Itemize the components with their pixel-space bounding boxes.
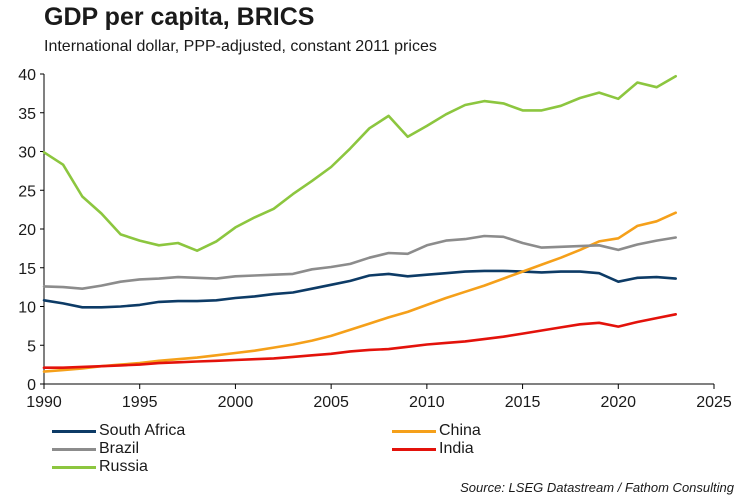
legend-label: Russia [99, 458, 148, 475]
legend-label: India [439, 440, 474, 457]
y-tick-label: 5 [27, 338, 36, 355]
series-line-south-africa [42, 269, 678, 309]
series-line-china [42, 211, 678, 373]
source-note: Source: LSEG Datastream / Fathom Consult… [460, 480, 734, 495]
legend-swatch [52, 429, 96, 433]
y-tick-label: 25 [18, 183, 36, 200]
legend-label: China [439, 422, 481, 439]
legend-swatch [52, 447, 96, 451]
y-tick-label: 10 [18, 300, 36, 317]
chart-title: GDP per capita, BRICS [44, 3, 315, 31]
x-tick-label: 2010 [409, 394, 445, 411]
legend-item-brazil: Brazil [52, 440, 139, 458]
legend-item-south-africa: South Africa [52, 422, 185, 440]
series-line-brazil [42, 234, 678, 291]
legend-item-china: China [392, 422, 481, 440]
y-tick-label: 20 [18, 222, 36, 239]
legend-swatch [52, 465, 96, 469]
legend-item-russia: Russia [52, 458, 148, 476]
y-tick-label: 0 [27, 377, 36, 394]
legend-label: Brazil [99, 440, 140, 457]
x-tick-label: 2020 [600, 394, 636, 411]
chart-subtitle: International dollar, PPP-adjusted, cons… [44, 38, 437, 55]
legend-label: South Africa [99, 422, 186, 439]
y-tick-label: 40 [18, 67, 36, 84]
series-lines [42, 75, 678, 373]
x-tick-label: 2025 [696, 394, 732, 411]
y-tick-label: 30 [18, 145, 36, 162]
legend-swatch [392, 447, 436, 451]
y-axis: 0 5 10 15 20 25 30 35 40 [18, 67, 45, 394]
y-tick-label: 15 [18, 261, 36, 278]
x-tick-label: 2000 [218, 394, 254, 411]
legend-item-india: India [392, 440, 474, 458]
x-tick-label: 2015 [505, 394, 541, 411]
series-line-india [42, 312, 678, 370]
x-tick-label: 1990 [26, 394, 62, 411]
x-tick-label: 1995 [122, 394, 158, 411]
legend-swatch [392, 429, 436, 433]
x-tick-label: 2005 [313, 394, 349, 411]
series-line-russia [42, 75, 678, 252]
y-tick-label: 35 [18, 106, 36, 123]
x-axis: 1990 1995 2000 2005 2010 2015 2020 2025 [26, 383, 732, 411]
